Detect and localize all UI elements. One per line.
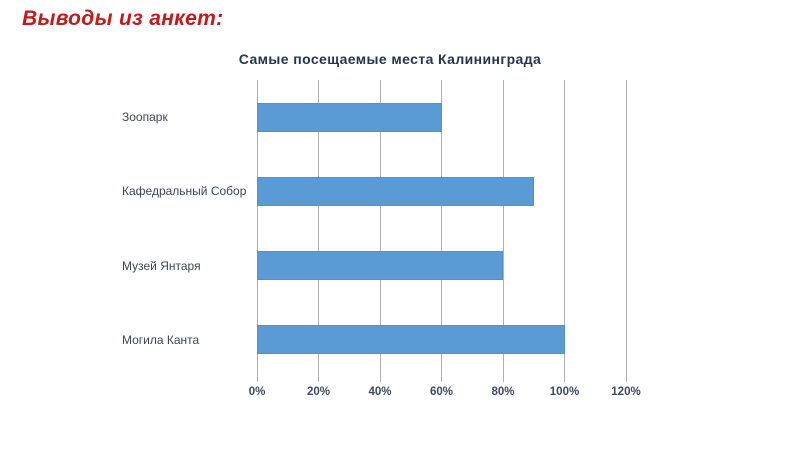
x-tick-label: 100%: [549, 386, 580, 398]
x-tick-label: 80%: [491, 386, 515, 398]
slide-heading: Выводы из анкет:: [22, 7, 224, 30]
gridline: [379, 80, 381, 382]
x-tick-label: 0%: [248, 386, 266, 398]
category-label: Кафедральный Собор: [122, 184, 247, 199]
category-label: Могила Канта: [122, 332, 200, 347]
x-tick-label: 40%: [368, 386, 392, 398]
x-tick-label: 60%: [429, 386, 454, 398]
gridline: [564, 80, 565, 382]
value-axis: 0% 20% 40% 60% 80% 100% 120%: [249, 386, 641, 402]
gridline: [625, 80, 627, 382]
x-tick-label: 20%: [306, 386, 331, 398]
bar: [257, 176, 534, 206]
gridline: [318, 80, 319, 382]
bar: [257, 102, 442, 132]
x-tick-label: 120%: [611, 386, 641, 398]
bar: [257, 251, 503, 281]
gridline: [441, 80, 442, 382]
category-label: Музей Янтаря: [122, 258, 201, 273]
gridline: [256, 80, 258, 382]
gridline: [502, 80, 504, 382]
category-label: Зоопарк: [122, 110, 168, 125]
plot-area: [256, 80, 627, 382]
bar-chart: Самые посещаемые места Калининграда Зооп…: [110, 45, 670, 410]
bar: [257, 325, 565, 355]
chart-title: Самые посещаемые места Калининграда: [238, 51, 542, 67]
category-axis: Зоопарк Кафедральный Собор Музей Янтаря Мог…: [122, 80, 255, 377]
